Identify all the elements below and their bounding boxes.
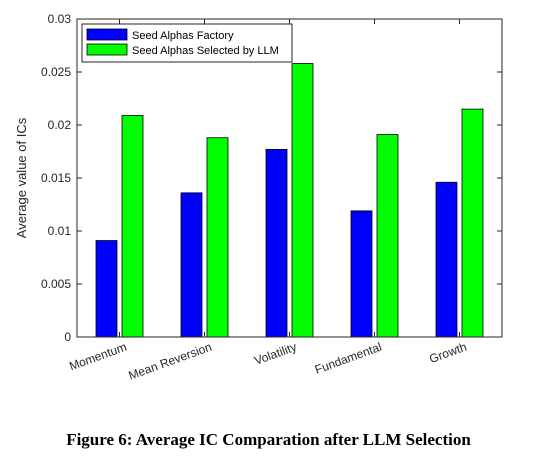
y-axis: 0 0.005 0.01 0.015 0.02 0.025 0.03	[41, 12, 502, 344]
y-tick-label: 0.03	[48, 12, 72, 26]
bar-llm-mean-reversion	[206, 137, 229, 338]
bar-llm-volatility	[291, 63, 314, 338]
bar-llm-growth	[461, 108, 484, 338]
legend-swatch	[86, 28, 128, 41]
y-tick-label: 0.01	[48, 224, 72, 238]
bar-factory-growth	[435, 181, 458, 338]
y-tick-label: 0.02	[48, 118, 72, 132]
bar-factory-mean-reversion	[180, 192, 203, 338]
y-tick-label: 0.015	[41, 171, 71, 185]
y-tick-label: 0	[64, 330, 71, 344]
legend-label: Seed Alphas Factory	[132, 30, 234, 42]
bar-factory-volatility	[265, 148, 288, 338]
bar-chart: 0 0.005 0.01 0.015 0.02 0.025 0.03 MomentumMea…	[14, 12, 503, 383]
bars-group	[95, 63, 484, 338]
legend-label: Seed Alphas Selected by LLM	[132, 45, 279, 57]
bar-factory-momentum	[95, 240, 118, 338]
bar-factory-fundamental	[350, 210, 373, 338]
x-tick-label: Growth	[427, 340, 468, 366]
bar-llm-momentum	[121, 115, 144, 338]
y-axis-title: Average value of ICs	[14, 117, 29, 238]
y-tick-label: 0.005	[41, 277, 71, 291]
y-tick-label: 0.025	[41, 65, 71, 79]
legend: Seed Alphas Factory Seed Alphas Selected …	[81, 23, 293, 63]
bar-llm-fundamental	[376, 134, 399, 338]
x-tick-label: Mean Reversion	[127, 340, 214, 383]
x-tick-label: Fundamental	[313, 340, 384, 377]
legend-swatch	[86, 43, 128, 56]
x-tick-label: Volatility	[252, 340, 298, 368]
x-tick-label: Momentum	[67, 340, 128, 374]
figure-caption: Figure 6: Average IC Comparation after L…	[66, 430, 471, 449]
